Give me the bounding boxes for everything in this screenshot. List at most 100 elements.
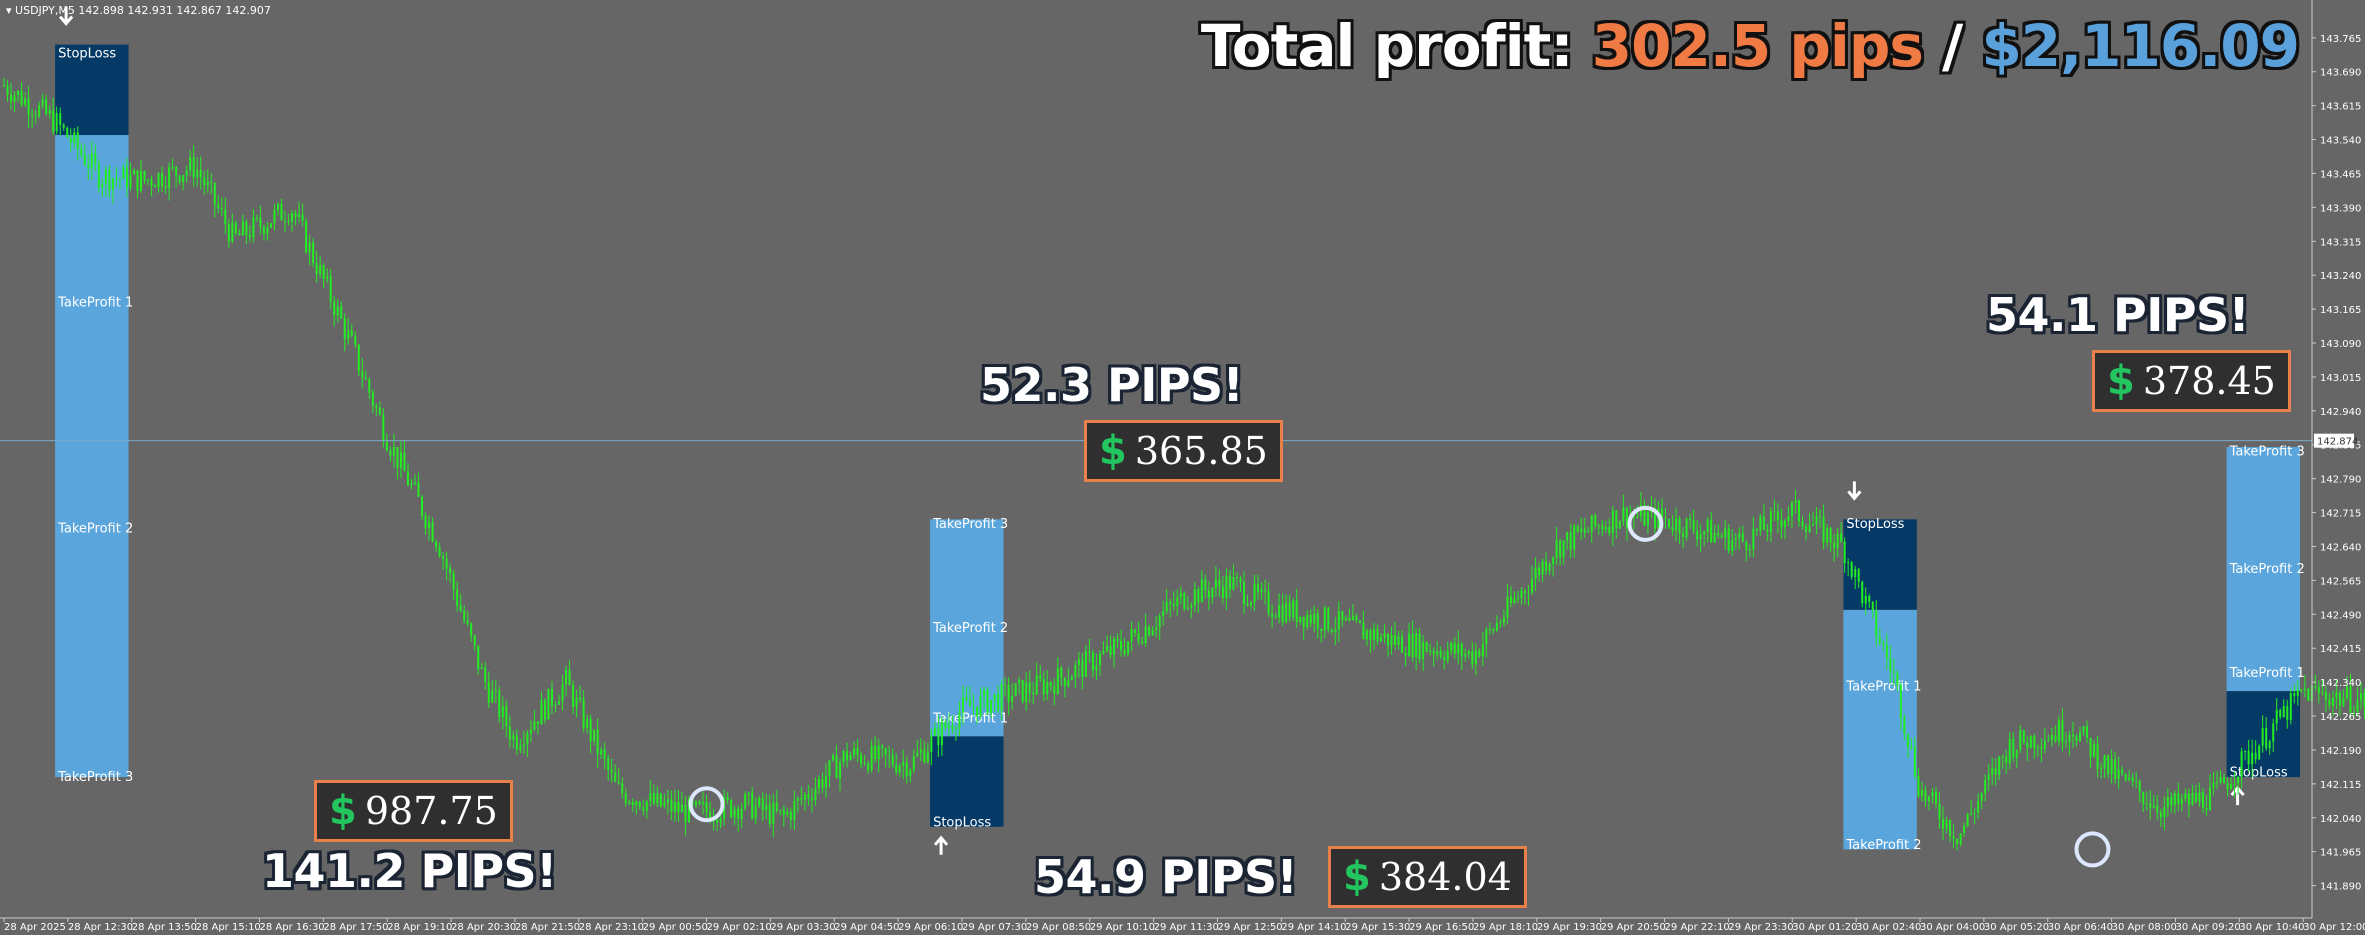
candle-body — [1113, 638, 1116, 655]
candle-body — [2360, 693, 2363, 701]
time-tick-label: 29 Apr 19:30 — [1537, 922, 1602, 933]
candle-body — [1130, 629, 1133, 642]
candle-body — [224, 209, 227, 225]
candle-body — [951, 725, 954, 730]
candle-body — [305, 220, 308, 253]
candle-body — [269, 223, 272, 228]
zone-label: TakeProfit 3 — [57, 770, 133, 785]
candle-body — [1499, 622, 1502, 624]
candle-body — [2261, 727, 2264, 746]
candle-body — [1137, 633, 1140, 642]
candle-body — [1573, 525, 1576, 550]
candle-body — [1987, 774, 1990, 780]
candle-body — [916, 752, 919, 757]
candle-body — [80, 149, 83, 155]
candle-body — [747, 792, 750, 795]
candle-body — [1977, 800, 1980, 813]
candle-body — [1692, 519, 1695, 531]
price-tick-label: 143.090 — [2320, 339, 2361, 350]
candle-body — [1387, 633, 1390, 646]
candle-body — [1920, 789, 1923, 797]
candle-body — [2212, 782, 2215, 788]
candle-body — [1689, 518, 1692, 520]
time-tick-label: 29 Apr 22:10 — [1665, 922, 1730, 933]
candle-body — [2128, 777, 2131, 780]
candle-body — [2223, 777, 2226, 784]
candle-body — [20, 90, 23, 105]
candle-body — [1436, 650, 1439, 655]
zone-label: TakeProfit 1 — [932, 711, 1008, 726]
candle-body — [484, 667, 487, 683]
candle-body — [1892, 671, 1895, 674]
candle-body — [768, 804, 771, 824]
candle-body — [1984, 779, 1987, 794]
candle-body — [1309, 615, 1312, 624]
candle-body — [1945, 819, 1948, 829]
candle-body — [2071, 734, 2074, 737]
candle-body — [1622, 507, 1625, 522]
time-tick-label: 29 Apr 07:30 — [962, 922, 1027, 933]
candle-body — [1587, 531, 1590, 533]
candle-body — [937, 727, 940, 746]
candle-body — [413, 482, 416, 484]
candle-body — [10, 94, 13, 102]
candles — [3, 77, 2365, 851]
zone-label: TakeProfit 2 — [932, 621, 1008, 636]
candle-body — [733, 808, 736, 817]
candle-body — [888, 755, 891, 757]
candle-body — [55, 112, 58, 132]
candle-body — [2201, 792, 2204, 808]
candle-body — [1973, 812, 1976, 814]
zone-label: TakeProfit 3 — [2229, 445, 2305, 460]
candle-body — [1039, 675, 1042, 679]
candle-body — [375, 405, 378, 408]
candle-body — [1938, 803, 1941, 820]
candle-body — [1854, 569, 1857, 577]
candle-body — [1527, 592, 1530, 594]
candle-body — [1843, 541, 1846, 564]
candle-body — [624, 793, 627, 804]
profit-box-1: $ 987.75 — [314, 780, 513, 842]
candle-body — [1548, 564, 1551, 571]
candle-body — [547, 688, 550, 720]
candle-body — [1411, 633, 1414, 658]
candle-body — [2040, 747, 2043, 749]
candle-body — [136, 170, 139, 191]
symbol-menu-icon[interactable]: ▾ — [6, 4, 12, 17]
zone-label: TakeProfit 2 — [57, 521, 133, 536]
candle-body — [614, 772, 617, 782]
candle-body — [1446, 650, 1449, 661]
candle-body — [45, 99, 48, 114]
candle-body — [1913, 746, 1916, 777]
candle-body — [1035, 675, 1038, 695]
candle-body — [1148, 626, 1151, 636]
candle-body — [582, 699, 585, 729]
candle-body — [867, 763, 870, 771]
candle-body — [1885, 644, 1888, 658]
candle-body — [1134, 629, 1137, 634]
candle-body — [849, 755, 852, 761]
candle-body — [1748, 549, 1751, 551]
candle-body — [930, 735, 933, 753]
candle-body — [1046, 682, 1049, 695]
candle-body — [1868, 595, 1871, 602]
candle-body — [905, 762, 908, 777]
candle-body — [396, 446, 399, 468]
candle-body — [754, 805, 757, 819]
candle-body — [684, 804, 687, 823]
candle-body — [1053, 685, 1056, 694]
total-profit-separator: / — [1922, 12, 1982, 80]
price-tick-label: 142.490 — [2320, 610, 2361, 621]
candle-body — [540, 700, 543, 725]
candle-body — [1274, 616, 1277, 618]
price-tick-label: 141.890 — [2320, 882, 2361, 893]
candle-body — [796, 798, 799, 802]
candle-body — [607, 758, 610, 770]
candle-body — [368, 379, 371, 393]
candle-body — [1636, 516, 1639, 518]
candle-body — [1963, 825, 1966, 834]
candle-body — [1056, 667, 1059, 694]
candle-body — [1257, 583, 1260, 593]
stoploss-zone — [1843, 519, 1917, 610]
candle-body — [1896, 673, 1899, 685]
